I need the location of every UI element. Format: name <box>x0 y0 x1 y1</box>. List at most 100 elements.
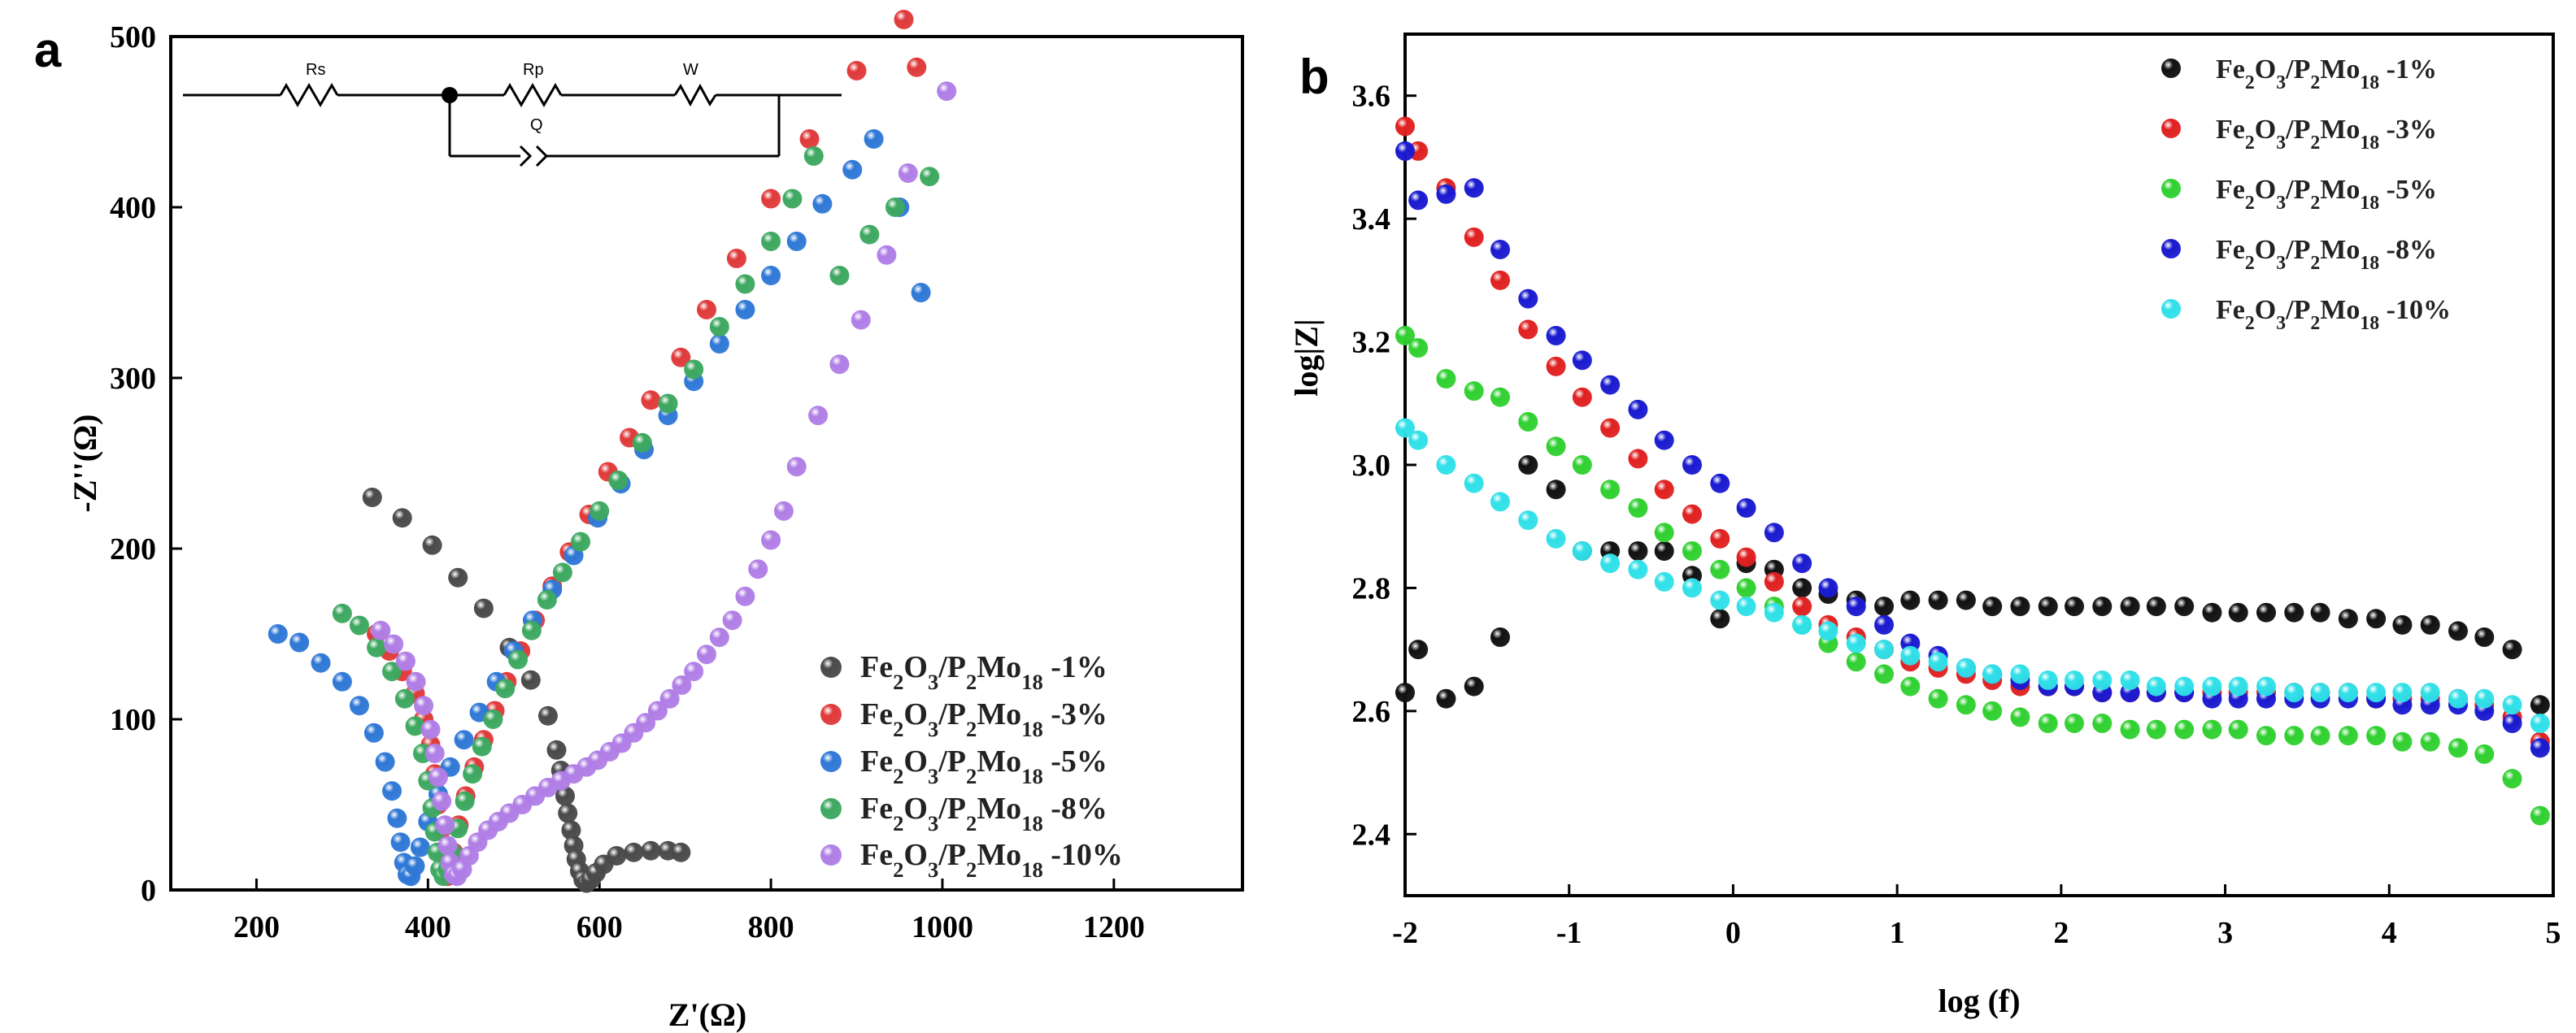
data-point <box>1546 528 1566 549</box>
x-tick-label: -2 <box>1392 916 1418 950</box>
data-point <box>437 836 458 856</box>
data-point <box>1764 571 1784 592</box>
data-point <box>1518 412 1538 432</box>
data-point <box>658 393 678 414</box>
data-point <box>495 679 516 699</box>
data-point <box>428 767 448 788</box>
data-point <box>2038 597 2058 617</box>
legend-marker <box>2161 119 2181 138</box>
data-point <box>829 266 850 285</box>
data-point <box>761 232 781 251</box>
data-point <box>607 846 627 866</box>
data-point <box>808 406 829 426</box>
data-point <box>773 501 794 521</box>
data-point <box>1874 664 1895 684</box>
data-point <box>1395 141 1415 161</box>
data-point <box>786 232 807 251</box>
data-point <box>1682 541 1702 561</box>
data-point <box>1490 627 1510 647</box>
rp-resistor-symbol <box>503 83 563 107</box>
data-point <box>2448 688 2469 709</box>
data-point <box>2366 726 2387 746</box>
data-point <box>722 610 742 631</box>
data-point <box>684 359 704 380</box>
data-point <box>1654 541 1674 561</box>
circuit-node <box>442 87 458 103</box>
data-point <box>647 701 668 721</box>
data-point <box>392 508 412 528</box>
data-point <box>2284 602 2304 623</box>
data-series <box>332 146 940 887</box>
data-point <box>2202 602 2222 623</box>
data-point <box>1710 559 1730 579</box>
y-tick-label: 2.4 <box>1352 818 1391 852</box>
x-tick-label: -1 <box>1556 916 1582 950</box>
data-point <box>1464 473 1484 493</box>
panel-a-x-axis-label: Z'(Ω) <box>668 996 746 1033</box>
data-point <box>1736 578 1756 598</box>
data-point <box>590 501 610 521</box>
data-point <box>1682 578 1702 598</box>
data-point <box>2392 683 2413 703</box>
data-point <box>332 603 352 623</box>
data-point <box>435 815 455 836</box>
legend-marker <box>820 657 842 678</box>
data-point <box>864 129 884 149</box>
data-point <box>455 791 475 811</box>
data-point <box>671 842 691 862</box>
data-point <box>473 598 494 618</box>
panel-a-legend-label: Fe2O3/P2Mo18 -1% <box>860 650 1107 694</box>
data-point <box>2120 671 2140 690</box>
data-point <box>659 688 680 709</box>
data-point <box>1490 387 1510 407</box>
data-point <box>761 266 781 285</box>
data-point <box>799 129 820 149</box>
data-point <box>1436 688 1456 709</box>
data-point <box>382 662 402 682</box>
legend-marker <box>820 704 842 725</box>
data-point <box>2010 707 2030 727</box>
data-point <box>2064 714 2084 733</box>
data-point <box>1546 436 1566 457</box>
data-point <box>1874 640 1895 660</box>
data-point <box>1464 676 1484 697</box>
legend-marker <box>2161 239 2181 258</box>
data-series <box>1395 326 2550 826</box>
data-point <box>1928 590 1948 610</box>
data-point <box>390 832 411 853</box>
rs-resistor-symbol <box>279 83 339 107</box>
data-point <box>332 671 352 692</box>
x-tick-label: 3 <box>2217 916 2233 950</box>
data-point <box>2420 614 2440 635</box>
data-point <box>2530 805 2550 826</box>
data-point <box>735 300 755 319</box>
data-point <box>2256 726 2276 746</box>
data-point <box>1572 387 1592 407</box>
data-point <box>561 820 581 840</box>
data-point <box>1628 559 1648 579</box>
data-point <box>1436 369 1456 388</box>
panel-b-legend: Fe2O3/P2Mo18 -1% Fe2O3/P2Mo18 -3% Fe2O3/… <box>2161 54 2451 334</box>
data-point <box>2392 731 2413 752</box>
data-point <box>937 81 957 102</box>
data-point <box>1572 541 1592 561</box>
data-point <box>558 803 578 823</box>
data-point <box>1792 578 1812 598</box>
circuit-label-q: Q <box>530 116 543 134</box>
data-point <box>2474 688 2495 709</box>
y-tick-label: 2.6 <box>1352 695 1391 729</box>
data-point <box>2120 719 2140 740</box>
data-point <box>1710 590 1730 610</box>
data-point <box>1818 578 1838 598</box>
x-tick-label: 0 <box>1725 916 1741 950</box>
data-point <box>1518 319 1538 340</box>
data-point <box>1464 381 1484 401</box>
data-point <box>1846 597 1866 617</box>
y-tick-label: 3.0 <box>1352 449 1391 483</box>
data-point <box>2530 695 2550 715</box>
data-point <box>1736 597 1756 617</box>
data-point <box>2448 621 2469 641</box>
data-point <box>1846 633 1866 653</box>
